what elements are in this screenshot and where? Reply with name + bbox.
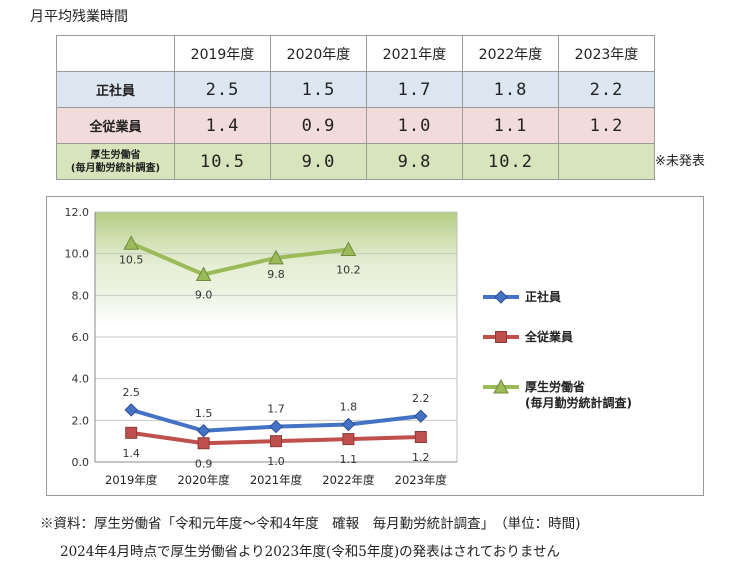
data-table: 2019年度 2020年度 2021年度 2022年度 2023年度 正社員 2… [56, 35, 655, 180]
y-tick-label: 4.0 [72, 373, 90, 386]
x-tick-label: 2022年度 [322, 473, 375, 487]
table-cell: 9.0 [270, 143, 367, 180]
series-1: 2.5 1.5 1.7 1.8 2.2 [122, 386, 430, 438]
x-tick-label: 2020年度 [177, 473, 230, 487]
data-label: 1.0 [267, 455, 285, 468]
x-tick-label: 2023年度 [395, 473, 448, 487]
data-point [493, 378, 509, 394]
data-point [269, 419, 283, 434]
data-point [414, 409, 428, 423]
legend-item: 厚生労働省(毎月勤労統計調査) [483, 378, 632, 410]
data-label: 1.5 [195, 407, 213, 420]
row-label: 正社員 [56, 71, 175, 108]
table-cell: 9.8 [366, 143, 463, 180]
data-label: 9.0 [195, 289, 213, 302]
row-label-sub: (毎月勤労統計調査) [70, 162, 161, 174]
legend-label: 全従業員 [524, 329, 573, 344]
table-header-cell: 2020年度 [270, 35, 367, 72]
y-tick-label: 10.0 [65, 248, 90, 261]
data-point [495, 331, 507, 343]
table-row: 厚生労働省 (毎月勤労統計調査) 10.5 9.0 9.8 10.2 [56, 143, 655, 180]
data-label: 1.2 [412, 451, 430, 464]
row-label: 全従業員 [56, 107, 175, 144]
data-point [124, 403, 138, 417]
data-point [341, 417, 356, 432]
table-header-cell: 2019年度 [174, 35, 271, 72]
data-point [123, 235, 140, 250]
row-label: 厚生労働省 (毎月勤労統計調査) [56, 143, 175, 180]
line-chart: 0.0 2.0 4.0 6.0 8.0 10.0 12.0 2019年度 2020年度 2021… [65, 206, 632, 487]
data-point [342, 433, 355, 446]
data-label: 1.4 [122, 447, 140, 460]
y-tick-label: 8.0 [72, 289, 90, 302]
source-footnote: ※資料：厚生労働省「令和元年度～令和4年度 確報 毎月勤労統計調査」 （単位：時… [40, 516, 581, 532]
table-header-row: 2019年度 2020年度 2021年度 2022年度 2023年度 [56, 35, 655, 72]
data-point [197, 437, 210, 450]
data-label: 10.5 [119, 253, 144, 266]
x-tick-label: 2021年度 [250, 473, 303, 487]
table-cell: 1.7 [366, 71, 463, 108]
status-footnote: 2024年4月時点で厚生労働省より2023年度(令和5年度)の発表はされておりま… [60, 544, 560, 560]
legend-label: 厚生労働省 [525, 379, 585, 394]
data-label: 0.9 [195, 457, 213, 470]
table-cell: 1.2 [558, 107, 655, 144]
table-cell: 10.2 [462, 143, 559, 180]
legend-label-line2: (毎月勤労統計調査) [525, 395, 632, 410]
table-cell: 2.2 [558, 71, 655, 108]
table-header-cell: 2021年度 [366, 35, 463, 72]
data-label: 1.7 [267, 403, 285, 416]
table-cell: 1.4 [174, 107, 271, 144]
unpublished-note: ※未発表 [655, 154, 705, 169]
table-row: 全従業員 1.4 0.9 1.0 1.1 1.2 [56, 107, 655, 144]
data-point [268, 249, 284, 265]
data-point [414, 431, 427, 443]
table-cell: 1.1 [462, 107, 559, 144]
chart-frame: 0.0 2.0 4.0 6.0 8.0 10.0 12.0 2019年度 2020年度 2021… [46, 196, 704, 496]
data-label: 2.5 [122, 386, 140, 399]
data-label: 9.8 [267, 268, 285, 281]
series-3: 10.5 9.0 9.8 10.2 [119, 235, 361, 302]
table-header-cell: 2023年度 [558, 35, 655, 72]
legend-item: 正社員 [483, 289, 561, 304]
data-point [494, 290, 508, 304]
table-cell [558, 143, 655, 180]
table-cell: 10.5 [174, 143, 271, 180]
table-header-cell: 2022年度 [462, 35, 559, 72]
data-point [270, 435, 282, 448]
data-point [195, 266, 212, 281]
table-cell: 2.5 [174, 71, 271, 108]
y-tick-label: 0.0 [72, 456, 90, 469]
page-title: 月平均残業時間 [30, 9, 128, 25]
y-tick-label: 2.0 [72, 414, 90, 427]
data-label: 1.1 [340, 453, 358, 466]
x-tick-label: 2019年度 [105, 473, 158, 487]
table-cell: 1.0 [366, 107, 463, 144]
series-line [130, 241, 349, 277]
table-row: 正社員 2.5 1.5 1.7 1.8 2.2 [56, 71, 655, 108]
table-corner-cell [56, 35, 175, 72]
y-tick-label: 12.0 [65, 206, 90, 219]
table-cell: 0.9 [270, 107, 367, 144]
data-label: 1.8 [340, 401, 358, 414]
data-label: 2.2 [412, 392, 430, 405]
legend-item: 全従業員 [483, 329, 573, 344]
row-label-main: 厚生労働省 [90, 149, 141, 161]
data-label: 10.2 [336, 264, 361, 277]
legend-label: 正社員 [525, 289, 561, 304]
series-2: 1.4 0.9 1.0 1.1 1.2 [122, 426, 430, 470]
data-point [196, 424, 211, 438]
table-cell: 1.5 [270, 71, 367, 108]
data-point [125, 426, 138, 439]
data-point [340, 241, 357, 256]
y-tick-label: 6.0 [72, 331, 90, 344]
table-cell: 1.8 [462, 71, 559, 108]
